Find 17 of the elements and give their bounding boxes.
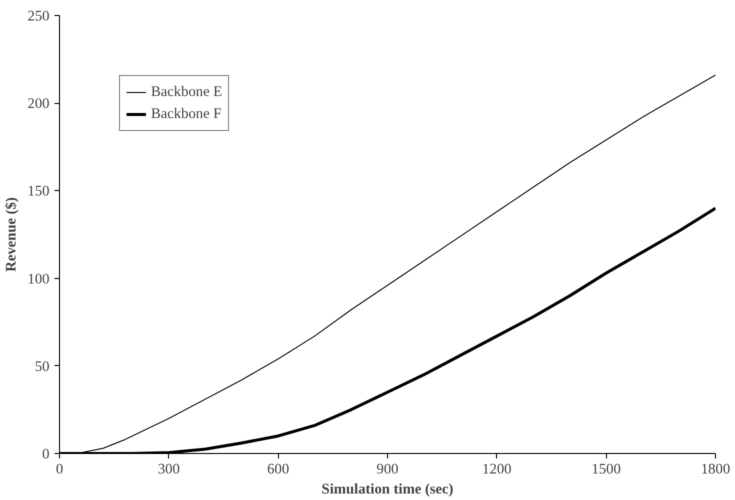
y-tick-label: 0 [42,446,50,462]
y-tick-label: 250 [28,8,50,24]
legend-label: Backbone E [151,84,222,100]
y-axis-title: Revenue ($) [4,197,20,272]
y-tick-label: 50 [34,358,50,375]
x-tick-label: 900 [376,462,398,478]
y-tick-label: 200 [28,96,50,112]
y-tick-label: 100 [28,271,50,288]
x-tick-label: 1500 [592,462,621,478]
legend-label: Backbone F [151,106,222,122]
x-axis-title: Simulation time (sec) [322,482,454,498]
y-tick-label: 150 [28,184,50,200]
x-tick-label: 0 [56,462,64,478]
x-tick-label: 300 [158,462,180,478]
x-tick-label: 1800 [700,462,730,478]
x-tick-label: 600 [267,462,290,478]
x-tick-label: 1200 [482,462,512,478]
